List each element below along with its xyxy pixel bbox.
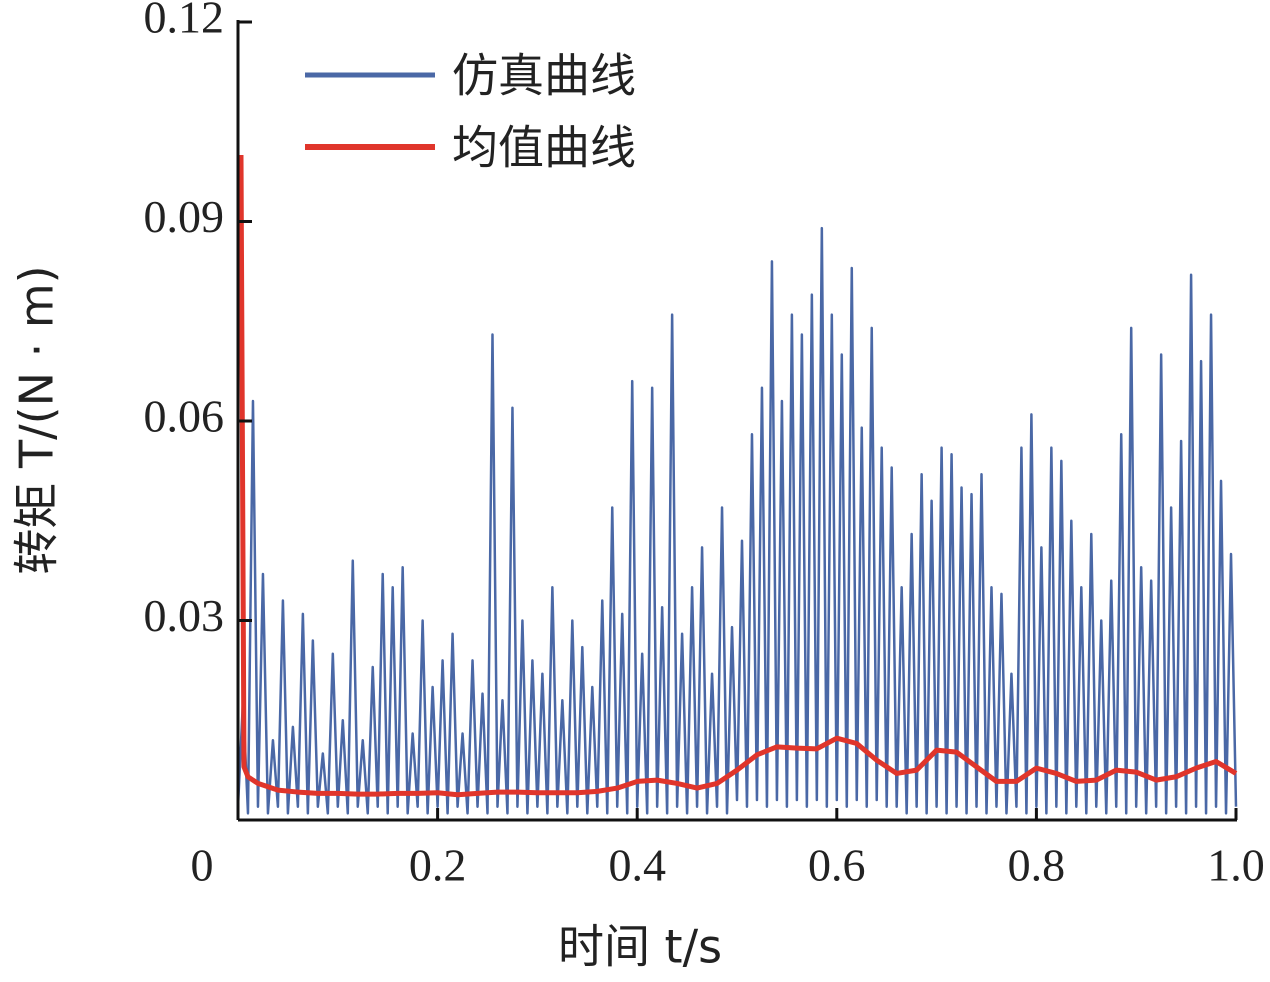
y-tick-label: 0.03 xyxy=(144,590,225,641)
legend-label: 仿真曲线 xyxy=(452,49,636,103)
y-tick-label: 0.09 xyxy=(144,191,225,242)
x-tick-label: 1.0 xyxy=(1207,840,1265,891)
x-tick-label: 0.4 xyxy=(608,840,666,891)
x-tick-label: 0.6 xyxy=(808,840,866,891)
data-line xyxy=(236,226,1238,815)
y-axis-label: 转矩 T/(N · m) xyxy=(10,265,64,574)
x-tick-label: 0 xyxy=(191,840,214,891)
y-tick-label: 0.06 xyxy=(144,391,225,442)
x-axis-label: 时间 t/s xyxy=(558,920,722,974)
legend-label: 均值曲线 xyxy=(452,121,636,175)
x-tick-label: 0.8 xyxy=(1008,840,1066,891)
data-line xyxy=(238,154,1238,798)
y-tick-label: 0.12 xyxy=(144,0,225,43)
x-tick-label: 0.2 xyxy=(409,840,467,891)
